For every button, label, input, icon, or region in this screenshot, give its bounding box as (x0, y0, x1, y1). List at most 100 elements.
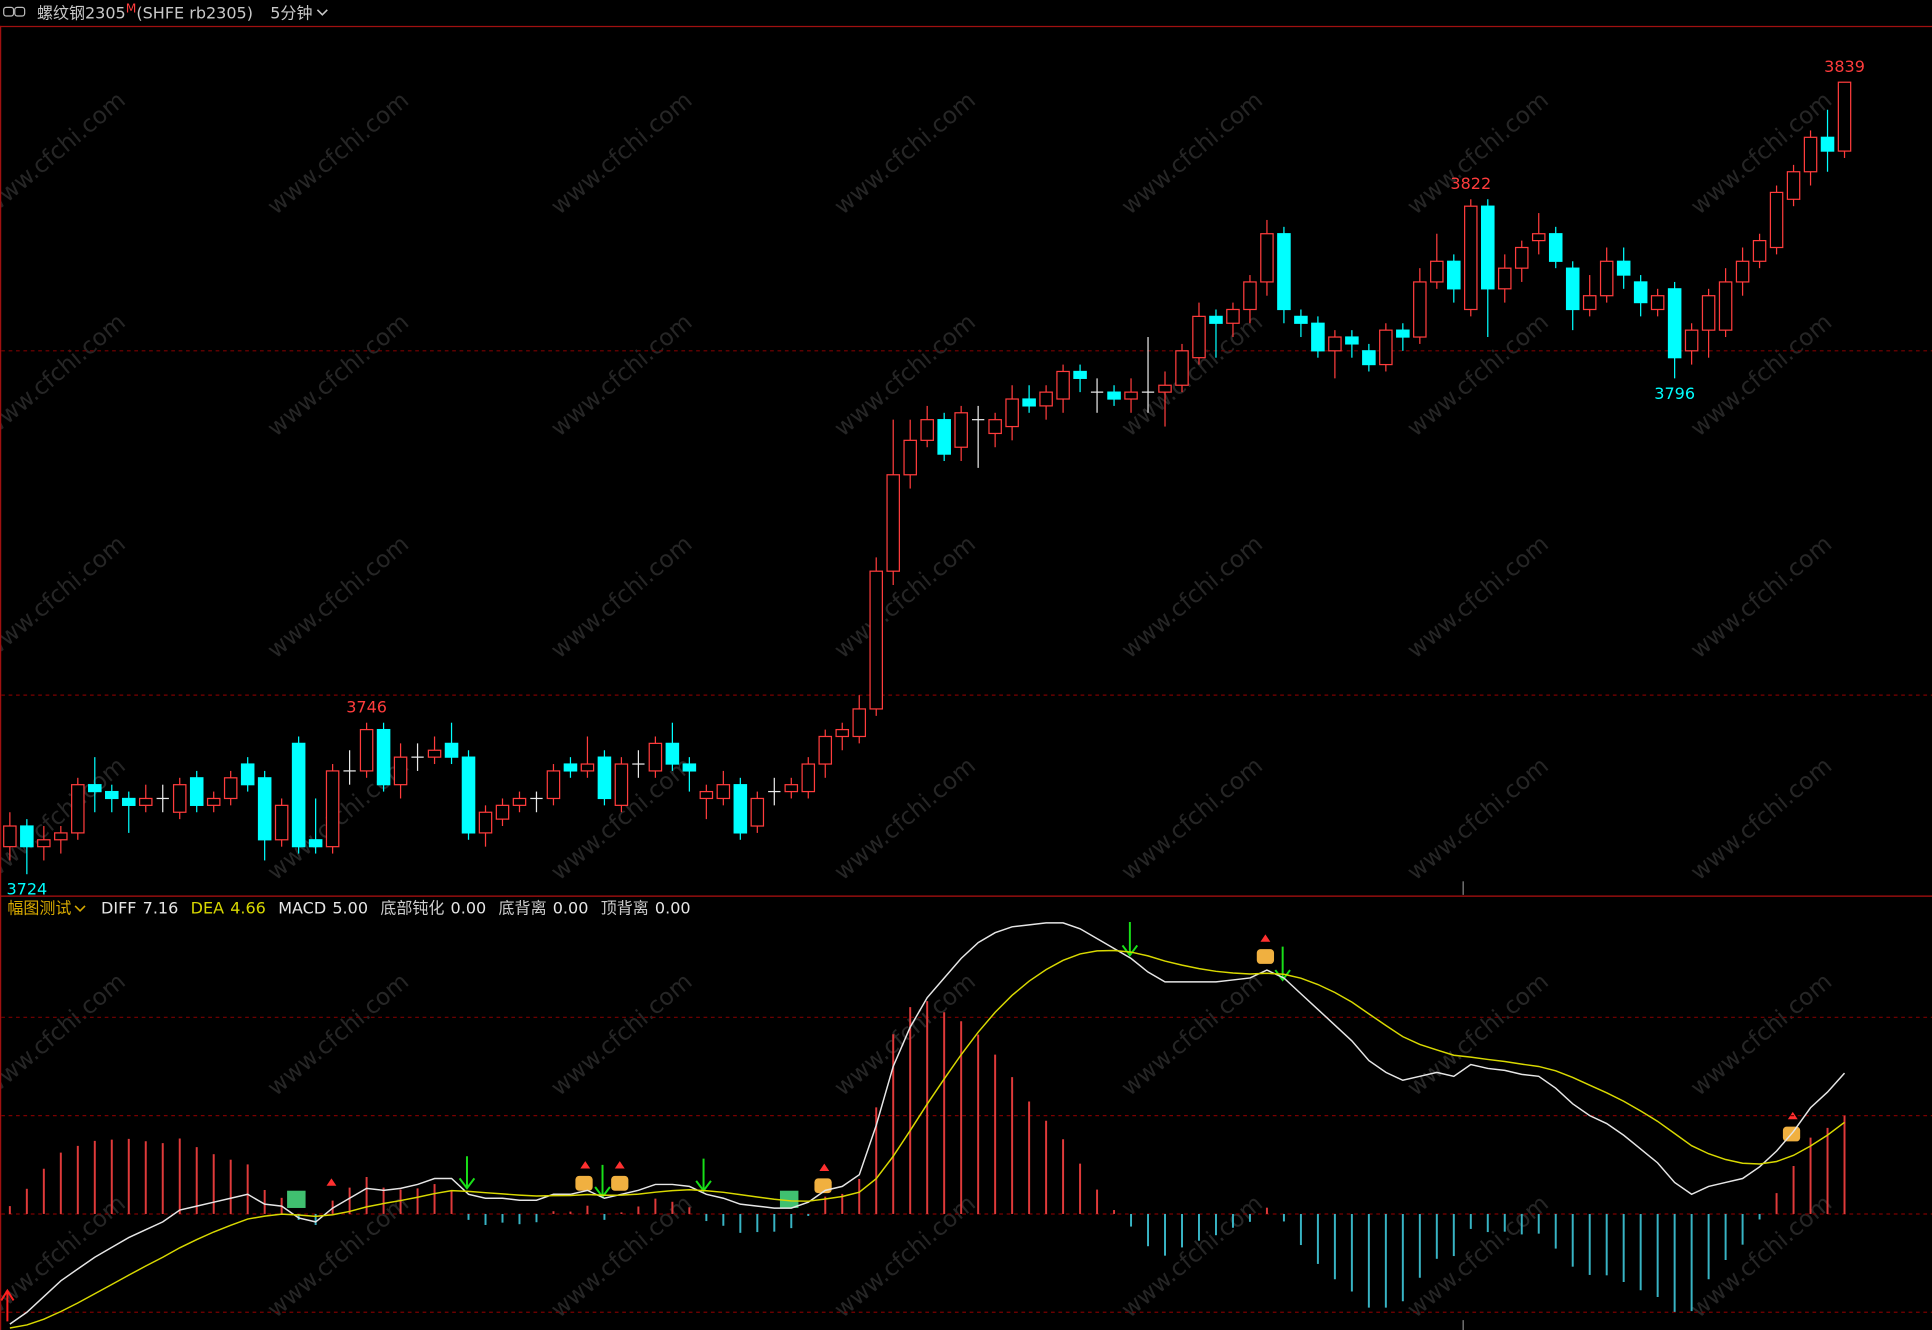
candle-body (903, 439, 917, 476)
buy-arrow (0, 1288, 15, 1322)
candle-body (1277, 233, 1291, 311)
candle-body (1175, 350, 1189, 386)
flag-name: 顶背离 (601, 898, 649, 917)
candle-body (308, 839, 323, 848)
gift-icon (287, 1190, 306, 1208)
candle-body (1701, 295, 1716, 331)
symbol-title: 螺纹钢2305 (37, 3, 126, 22)
candle-body (1073, 370, 1087, 379)
period-dropdown[interactable] (316, 9, 328, 16)
candle-body (1107, 391, 1121, 400)
link-icon-part (14, 6, 26, 17)
candle-body (1056, 370, 1070, 400)
candle-body (597, 756, 612, 800)
candle-body (1413, 281, 1427, 338)
candle-body (444, 742, 459, 758)
candle-body (1735, 260, 1750, 283)
candle-body (1039, 391, 1053, 407)
readout-name: MACD (278, 898, 326, 917)
candle-body (1430, 260, 1444, 283)
candle-body (478, 811, 493, 834)
symbol-mark: M (126, 1, 137, 15)
candle-body (1209, 315, 1223, 324)
candle-body (512, 797, 527, 806)
candle-body (920, 419, 934, 441)
candle-body (1497, 267, 1512, 290)
candle-body (223, 777, 238, 800)
candle-body (105, 790, 119, 800)
candle-body (359, 728, 374, 772)
candle-body (1396, 329, 1410, 338)
period[interactable]: 5分钟 (270, 3, 312, 22)
indicator-line (9, 949, 1845, 1329)
candle-body (818, 735, 833, 765)
candle-body (988, 419, 1002, 435)
candle-body (121, 797, 136, 806)
candle-body (461, 756, 476, 834)
flag-name: 底部钝化 (380, 898, 444, 917)
candle-body (1667, 288, 1682, 359)
candle-body (88, 784, 102, 793)
candle-body (325, 770, 340, 848)
candle-body (1582, 295, 1597, 311)
candle-body (1786, 171, 1801, 200)
candle-body (189, 777, 204, 806)
candle-body (954, 412, 968, 448)
candle-body (1481, 205, 1495, 290)
indicator-header: 幅图测试 DIFF 7.16 DEA 4.66 MACD 5.00 底部钝化 0.00 底背离 0.… (7, 898, 690, 917)
candle-body (648, 742, 663, 772)
candles (3, 81, 1852, 875)
candle-body (20, 825, 34, 848)
thumb-icon (611, 1175, 629, 1191)
candle-body (1803, 136, 1818, 173)
candle-body (1447, 260, 1461, 290)
candle-body (614, 763, 629, 806)
candle-body (54, 832, 68, 841)
candle-body (784, 784, 799, 793)
readout-value: 5.00 (332, 898, 368, 917)
candle-body (852, 708, 867, 738)
candle-body (1294, 315, 1308, 324)
thumb-icon (814, 1178, 832, 1194)
high-label: 3746 (346, 697, 387, 716)
readout-value: 7.16 (143, 898, 179, 917)
candle-body (682, 763, 697, 772)
candle-body (1243, 281, 1257, 311)
candle-body (665, 742, 680, 765)
candle-body (1005, 398, 1019, 428)
candle-body (71, 784, 85, 834)
readout-name: DIFF (101, 898, 136, 917)
candle-body (1328, 336, 1342, 352)
candle-body (1124, 391, 1138, 400)
flag-value: 0.00 (553, 898, 589, 917)
candle-body (1514, 246, 1529, 269)
low-label: 3796 (1654, 384, 1695, 403)
candle-body (1260, 233, 1274, 283)
candle-body (1311, 322, 1325, 352)
candle-body (1362, 350, 1376, 366)
candle-body (801, 763, 816, 793)
candle-body (1616, 260, 1631, 276)
candle-body (886, 474, 900, 572)
candle-body (1379, 329, 1393, 366)
candle-body (1650, 295, 1665, 311)
symbol-header[interactable]: 螺纹钢2305M(SHFE rb2305) 5分钟 (37, 1, 313, 22)
sell-arrow (1121, 922, 1139, 957)
candle-body (240, 763, 255, 786)
candle-body (546, 770, 561, 800)
gift-icon (779, 1190, 799, 1208)
candle-body (1192, 315, 1206, 359)
candle-body (1531, 233, 1546, 242)
candle-body (206, 797, 221, 806)
candle-body (291, 742, 306, 848)
candle-body (274, 804, 289, 841)
candle-body (3, 825, 17, 848)
candle-body (1684, 329, 1699, 352)
candle-body (699, 790, 714, 800)
candle-body (1752, 239, 1767, 262)
indicator-dropdown[interactable] (74, 905, 86, 913)
high-label: 3822 (1450, 174, 1491, 193)
candle-body (1158, 384, 1172, 393)
link-icon[interactable] (3, 6, 26, 17)
